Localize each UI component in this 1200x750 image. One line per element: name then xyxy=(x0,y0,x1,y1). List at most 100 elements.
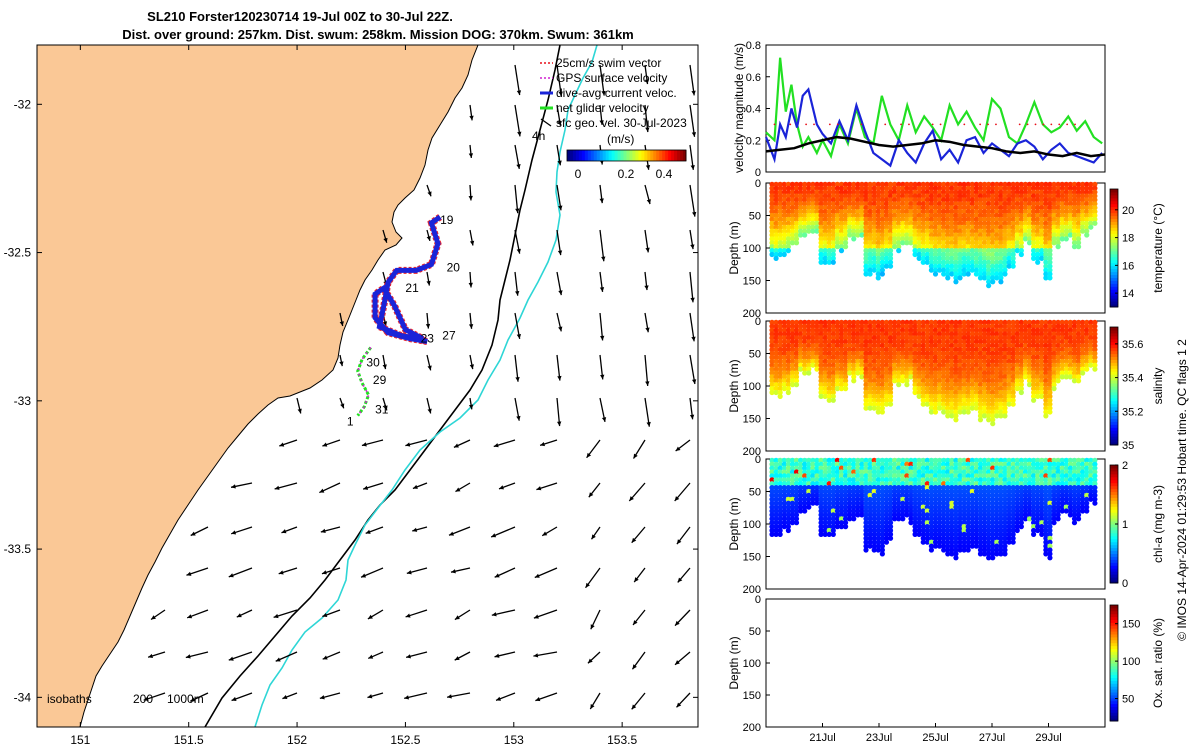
velocity-ylabel: velocity magnitude (m/s) xyxy=(732,43,746,173)
section-sample-point xyxy=(1010,401,1016,407)
section-sample-point xyxy=(953,228,959,234)
section-sample-point xyxy=(932,185,939,191)
section-sample-point xyxy=(883,228,890,234)
section-sample-point xyxy=(806,197,812,203)
section-sample-point xyxy=(973,201,979,207)
section-sample-point xyxy=(965,193,971,199)
section-sample-point xyxy=(851,224,857,230)
section-colorbar-segment xyxy=(1110,412,1118,416)
section-sample-point xyxy=(936,181,943,187)
section-sample-point xyxy=(941,205,947,211)
section-sample-point xyxy=(798,232,804,238)
section-sample-point xyxy=(916,255,922,261)
section-sample-point xyxy=(818,255,824,261)
section-sample-point xyxy=(941,255,947,261)
section-sample-point xyxy=(871,255,877,261)
section-sample-point xyxy=(830,248,836,254)
surface-velocity-arrowhead xyxy=(558,326,563,332)
section-sample-point xyxy=(777,193,783,199)
section-sample-point xyxy=(916,197,922,203)
section-sample-point xyxy=(785,244,791,250)
section-sample-point xyxy=(1010,224,1016,230)
section-sample-point xyxy=(867,197,873,203)
surface-velocity-arrowhead xyxy=(558,91,563,97)
section-sample-point xyxy=(945,259,951,265)
section-sample-point xyxy=(802,189,808,195)
section-sample-point xyxy=(789,181,796,187)
section-sample-point xyxy=(834,193,841,199)
surface-velocity-arrowhead xyxy=(143,696,149,701)
section-colorbar-segment xyxy=(1110,245,1118,249)
section-sample-point xyxy=(961,201,967,207)
section-sample-point xyxy=(773,255,779,261)
surface-velocity-arrowhead xyxy=(557,250,563,256)
surface-velocity-arrowhead xyxy=(469,115,474,121)
section-sample-point xyxy=(1039,209,1045,215)
section-sample-point xyxy=(1043,209,1049,215)
section-sample-point xyxy=(973,209,979,215)
map-panel: 151 151.5 152 152.5 153 153.5-32-32.5-33-33.5… xyxy=(4,44,699,747)
section-sample-point xyxy=(904,240,910,246)
section-sample-point xyxy=(981,236,988,242)
section-sample-point xyxy=(814,216,820,222)
section-sample-point xyxy=(961,224,967,230)
section-sample-point xyxy=(1026,236,1033,242)
section-sample-point xyxy=(834,189,841,195)
map-xtick-label: 152 xyxy=(287,733,307,747)
section-sample-point xyxy=(859,185,865,191)
section-sample-point xyxy=(814,197,820,203)
section-sample-point xyxy=(912,189,918,195)
section-sample-point xyxy=(896,205,902,211)
section-sample-point xyxy=(773,185,779,191)
section-sample-point xyxy=(932,236,939,242)
section-sample-point xyxy=(838,212,845,219)
section-sample-point xyxy=(957,181,963,187)
section-sample-point xyxy=(883,209,890,215)
section-colorbar-segment xyxy=(1110,433,1118,437)
section-ytick-label: 0 xyxy=(755,316,761,328)
section-sample-point xyxy=(896,185,902,191)
section-sample-point xyxy=(806,185,812,191)
section-sample-point xyxy=(953,224,959,230)
section-sample-point xyxy=(838,209,845,215)
section-sample-point xyxy=(994,220,1000,226)
section-sample-point xyxy=(842,524,849,530)
section-sample-point xyxy=(945,240,951,246)
surface-velocity-arrowhead xyxy=(691,379,697,385)
section-colorbar-segment xyxy=(1110,424,1118,428)
section-sample-point xyxy=(965,244,971,250)
section-sample-point xyxy=(990,248,996,254)
section-sample-point xyxy=(896,228,902,234)
section-sample-point xyxy=(810,201,816,207)
section-sample-point xyxy=(830,185,836,191)
map-colorbar-frame xyxy=(566,149,687,162)
section-sample-point xyxy=(953,267,959,273)
section-ytick-label: 100 xyxy=(743,381,761,393)
section-sample-point xyxy=(887,236,894,242)
section-colorbar-segment xyxy=(1110,359,1118,363)
section-sample-point xyxy=(1014,197,1020,203)
section-sample-point xyxy=(965,263,971,269)
section-sample-point xyxy=(990,255,996,261)
section-sample-point xyxy=(969,267,975,273)
section-sample-point xyxy=(904,228,910,234)
surface-velocity-arrowhead xyxy=(382,364,387,370)
section-sample-point xyxy=(867,251,873,258)
section-sample-point xyxy=(949,216,955,222)
section-sample-point xyxy=(855,232,861,238)
section-sample-point xyxy=(777,251,783,258)
track-day-label: 20 xyxy=(447,260,461,274)
surface-velocity-arrowhead xyxy=(633,620,638,625)
section-sample-point xyxy=(1010,185,1016,191)
section-sample-point xyxy=(1022,216,1029,222)
section-sample-point xyxy=(855,205,861,211)
section-sample-point xyxy=(916,244,922,250)
section-colorbar-segment xyxy=(1110,274,1118,278)
section-sample-point xyxy=(1022,212,1029,219)
section-sample-point xyxy=(822,228,828,234)
section-sample-point xyxy=(1006,209,1012,215)
section-colorbar-tick-label: 14 xyxy=(1122,288,1134,300)
section-colorbar-segment xyxy=(1110,329,1118,334)
section-sample-point xyxy=(793,216,800,222)
section-sample-point xyxy=(830,205,836,211)
